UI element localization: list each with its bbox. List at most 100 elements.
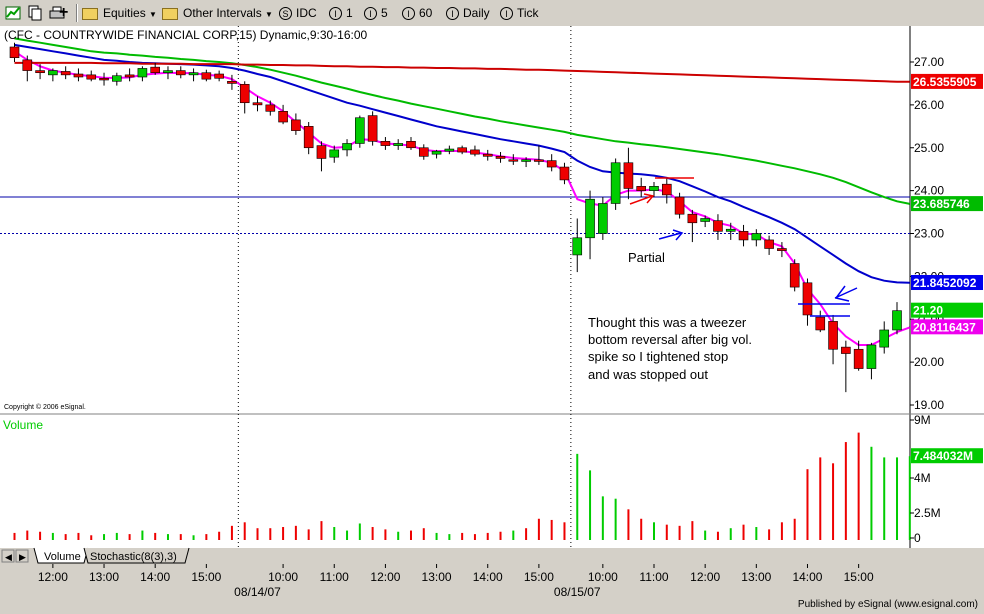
candle [521, 157, 531, 168]
equities-dropdown[interactable]: Equities ▼ [82, 4, 157, 22]
volume-bar [704, 530, 707, 540]
candle [201, 69, 212, 82]
interval-daily-button[interactable]: I Daily [446, 4, 490, 22]
volume-bar [320, 521, 323, 540]
candle [329, 145, 340, 163]
volume-bar [844, 442, 847, 540]
volume-bar [333, 527, 336, 540]
candle-body [418, 147, 429, 157]
candle-body [265, 104, 276, 112]
candle [303, 122, 314, 155]
tab-stochastic-label: Stochastic(8(3),3) [90, 551, 177, 563]
candle-body [815, 316, 826, 331]
chart-icon[interactable] [3, 3, 23, 23]
candle [802, 278, 813, 326]
volume-bar [499, 531, 502, 540]
tab-stochastic[interactable] [83, 547, 190, 564]
candle-body [444, 148, 455, 152]
candle-body [649, 186, 659, 191]
candle [572, 218, 583, 273]
candle-body [73, 73, 84, 78]
volume-axis: 9M 4M 2.5M 0 [910, 413, 941, 545]
volume-label: Volume [3, 418, 43, 432]
candle [738, 224, 749, 247]
candle-body [738, 231, 749, 241]
volume-bar [307, 529, 310, 540]
price-tick-label: 27.00 [914, 55, 944, 69]
print-icon[interactable] [47, 3, 67, 23]
volume-tick-label: 4M [914, 471, 931, 485]
volume-bar [179, 534, 182, 540]
candle [815, 310, 826, 333]
price-flag [911, 73, 983, 89]
volume-bar [665, 524, 668, 540]
interval-60-label: 60 [419, 6, 433, 20]
candle [227, 74, 237, 90]
candle-body [355, 117, 365, 144]
candle-body [291, 119, 301, 131]
volume-bar [627, 509, 630, 540]
interval-icon: I [446, 7, 459, 21]
candle-body [9, 46, 20, 59]
volume-tick-label: 9M [914, 413, 931, 427]
time-tick-label: 10:00 [268, 570, 298, 584]
copy-icon[interactable] [25, 3, 45, 23]
candle [700, 215, 710, 228]
time-tick-label: 14:00 [140, 570, 170, 584]
interval-60-button[interactable]: I 60 [402, 4, 432, 22]
price-tick-label: 23.00 [914, 227, 944, 241]
publisher-text: Published by eSignal (www.esignal.com) [797, 599, 978, 610]
other-intervals-dropdown[interactable]: Other Intervals ▼ [162, 4, 273, 22]
volume-bar [576, 453, 579, 540]
candle-body [853, 348, 864, 369]
moving-average-line [14, 37, 910, 205]
scroll-left-button[interactable] [1, 549, 15, 563]
volume-bar [192, 535, 195, 540]
volume-bar [371, 527, 374, 540]
volume-bar [409, 530, 412, 540]
volume-bar [243, 522, 246, 540]
volume-bar [230, 525, 233, 540]
candle-body [278, 111, 288, 123]
candle [163, 66, 173, 80]
candle [444, 145, 455, 155]
volume-bar [589, 470, 592, 540]
interval-daily-label: Daily [463, 6, 490, 20]
scroll-right-button[interactable] [15, 549, 29, 563]
candles [9, 42, 902, 393]
volume-bar [601, 496, 604, 540]
candle [239, 81, 250, 114]
folder-icon [162, 7, 178, 20]
candle-body [674, 196, 685, 215]
footer: Published by eSignal (www.esignal.com) [0, 598, 984, 614]
candle-body [201, 72, 212, 80]
interval-tick-button[interactable]: I Tick [500, 4, 539, 22]
volume-bar [780, 522, 783, 540]
time-tick-label: 15:00 [191, 570, 221, 584]
candle-body [431, 150, 442, 155]
candle-body [303, 126, 314, 149]
grid-lines [237, 26, 572, 548]
candle [777, 242, 787, 258]
candle-body [163, 70, 173, 74]
volume-bar [755, 527, 758, 540]
candle [124, 68, 135, 82]
price-chart[interactable]: 27.0026.0025.0024.0023.0022.0021.0020.00… [0, 26, 984, 598]
volume-bar [397, 531, 400, 540]
candle [661, 177, 672, 204]
interval-idc-button[interactable]: S IDC [279, 4, 317, 22]
volume-bar [742, 524, 745, 540]
date-label: 08/15/07 [554, 585, 601, 598]
candle-body [521, 159, 531, 162]
candle-body [342, 143, 352, 151]
volume-bar [422, 528, 425, 540]
add-icon[interactable]: + [59, 4, 69, 21]
candle [137, 66, 148, 82]
candle-body [636, 186, 647, 191]
volume-bar [857, 432, 860, 540]
candle-body [175, 70, 186, 76]
candle [764, 235, 774, 255]
price-flag-label: 23.685746 [913, 197, 970, 211]
